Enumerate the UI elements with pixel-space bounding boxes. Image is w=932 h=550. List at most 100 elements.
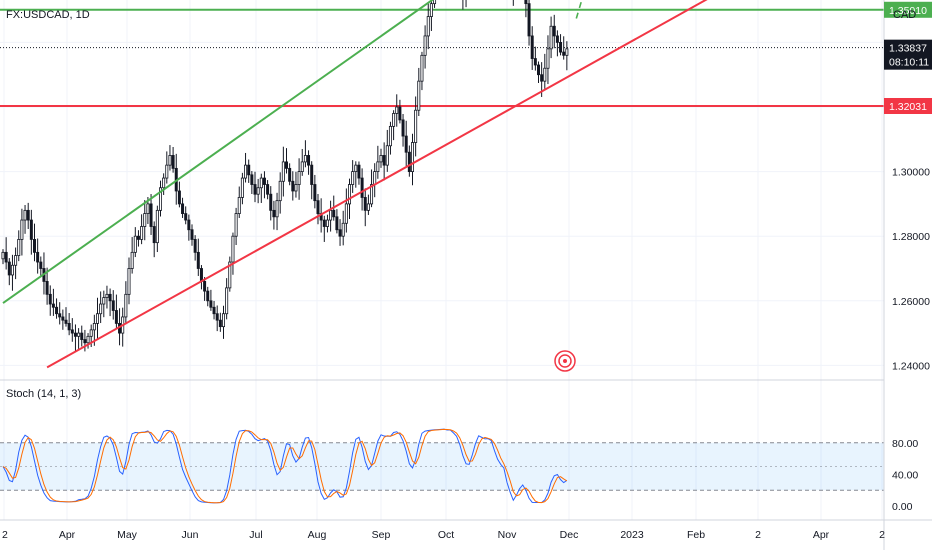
- trend-line: [2, 0, 434, 304]
- candle-body: [266, 184, 270, 195]
- candle-body: [234, 213, 238, 237]
- time-tick-label: Aug: [308, 529, 327, 541]
- candle-body: [96, 313, 100, 324]
- candle-body: [212, 306, 216, 315]
- candle-body: [366, 203, 370, 211]
- stochastic-title[interactable]: Stoch (14, 1, 3): [6, 388, 82, 400]
- grid-lines: [0, 0, 884, 520]
- candle-body: [256, 187, 260, 195]
- candle-body: [540, 74, 544, 82]
- candle-body: [92, 323, 96, 331]
- candle-body: [404, 135, 408, 153]
- candle-body: [215, 313, 219, 321]
- trend-lines[interactable]: [2, 0, 891, 369]
- candle-body: [332, 209, 336, 218]
- candle-body: [136, 235, 140, 240]
- symbol-title[interactable]: FX:USDCAD, 1D: [6, 9, 90, 21]
- candle-body: [429, 3, 433, 17]
- candle-body: [410, 142, 414, 172]
- candle-body: [385, 145, 389, 166]
- candle-body: [105, 293, 109, 298]
- candle-body: [253, 184, 257, 195]
- candle-body: [140, 226, 144, 240]
- candle-body: [181, 203, 185, 214]
- candle-body: [77, 332, 81, 337]
- candle-body: [86, 335, 90, 344]
- candle-body: [143, 213, 147, 227]
- candle-body: [275, 200, 279, 218]
- candle-body: [370, 184, 374, 205]
- candle-body: [247, 164, 251, 176]
- candle-body: [193, 239, 197, 253]
- candle-body: [244, 164, 248, 179]
- time-tick-label: Oct: [438, 529, 454, 541]
- candle-body: [149, 203, 153, 227]
- candle-body: [146, 203, 150, 214]
- candle-body: [533, 58, 537, 66]
- time-tick-label: Feb: [687, 529, 705, 541]
- candle-body: [17, 239, 21, 256]
- candle-body: [420, 54, 424, 82]
- candle-body: [51, 303, 55, 308]
- candle-body: [36, 251, 40, 263]
- candlestick-series: [1, 0, 569, 353]
- candle-body: [162, 177, 166, 189]
- candle-body: [199, 268, 203, 282]
- candle-body: [407, 151, 411, 173]
- event-marker-icon[interactable]: [554, 350, 576, 372]
- candle-body: [127, 268, 131, 295]
- candle-body: [281, 161, 285, 182]
- candle-body: [351, 171, 355, 185]
- time-tick-label: Apr: [813, 529, 830, 541]
- stoch-k-line: [2, 428, 568, 504]
- candle-body: [537, 64, 541, 76]
- candle-body: [433, 0, 437, 5]
- candle-body: [114, 310, 118, 324]
- candle-body: [99, 303, 103, 315]
- candle-body: [325, 219, 329, 227]
- time-tick-label: Dec: [560, 529, 579, 541]
- candle-body: [307, 155, 311, 166]
- candle-body: [300, 161, 304, 173]
- level-price-tag: [884, 97, 932, 114]
- candle-body: [7, 261, 11, 276]
- currency-label: CAD: [893, 9, 917, 21]
- candle-body: [190, 229, 194, 240]
- candle-body: [562, 51, 566, 56]
- stoch-tick-label: 40.00: [892, 469, 918, 481]
- candle-body: [338, 229, 342, 237]
- price-tick-label: 1.28000: [892, 231, 930, 243]
- price-tick-label: 1.30000: [892, 167, 930, 179]
- candle-body: [206, 290, 210, 302]
- candle-body: [171, 155, 175, 169]
- candle-body: [158, 187, 162, 211]
- candle-body: [209, 300, 213, 308]
- last-price-tag: [884, 39, 932, 70]
- event-marker-inner: [558, 354, 572, 368]
- candle-body: [26, 209, 30, 221]
- horizontal-levels[interactable]: [0, 0, 884, 107]
- candle-body: [61, 316, 65, 321]
- candle-body: [313, 184, 317, 202]
- candle-body: [303, 155, 307, 163]
- candle-body: [64, 319, 68, 324]
- candle-body: [218, 319, 222, 328]
- price-tick-label: 1.24000: [892, 360, 930, 372]
- candle-body: [357, 164, 361, 179]
- level-price-tag: [884, 1, 932, 18]
- stochastic-lines: [2, 428, 568, 504]
- candle-body: [335, 216, 339, 231]
- candle-body: [379, 155, 383, 163]
- candle-body: [108, 293, 112, 302]
- candle-body: [165, 164, 169, 179]
- stochastic-band: [0, 442, 884, 491]
- candle-body: [184, 213, 188, 221]
- level-price-label: 1.32031: [889, 101, 927, 113]
- candle-body: [530, 35, 534, 59]
- time-tick-label: Jul: [249, 529, 262, 541]
- candle-body: [310, 164, 314, 185]
- candle-body: [398, 106, 402, 121]
- time-tick-label: 2: [879, 529, 885, 541]
